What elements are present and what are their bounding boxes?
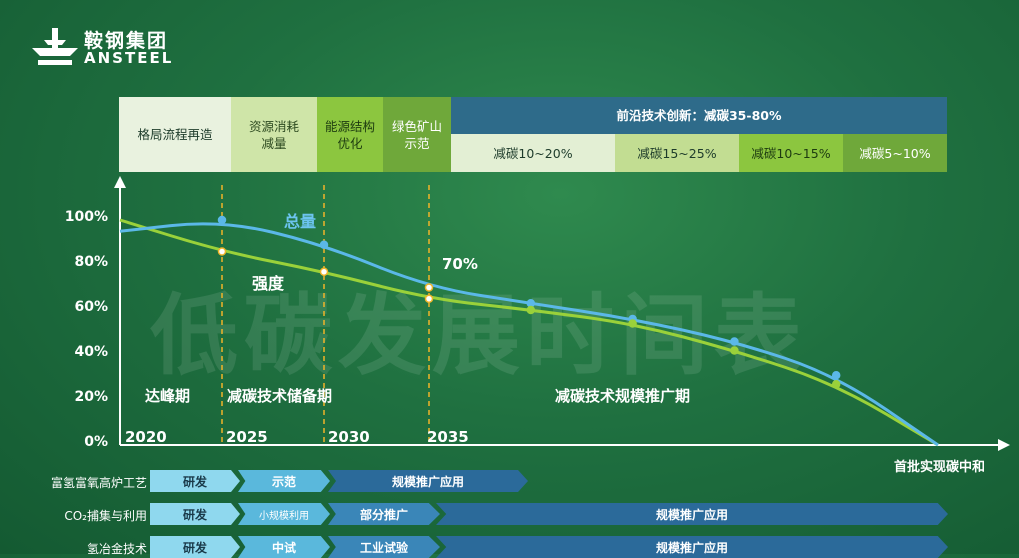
series-label-intensity: 强度: [252, 274, 285, 293]
frontier-title: 前沿技术创新：减碳35-80%: [451, 97, 947, 134]
watermark-title: 低碳发展时间表: [150, 284, 809, 387]
total-point: [831, 371, 841, 380]
stage-arrow: 小规模利用: [238, 503, 330, 525]
y-tick-label: 60%: [74, 299, 108, 315]
row-label-ccus: CO₂捕集与利用: [64, 509, 147, 523]
x-tick-label: 2030: [328, 428, 370, 446]
stage-label: 研发: [182, 540, 207, 555]
x-tick-label: 2025: [226, 428, 268, 446]
stage-arrow: 规模推广应用: [436, 503, 948, 525]
intensity-point: [831, 380, 841, 389]
period-label-peak: 达峰期: [145, 387, 191, 405]
intensity-point: [424, 294, 434, 303]
intensity-point: [217, 247, 227, 256]
y-tick-label: 20%: [74, 389, 108, 405]
frontier-cell-text: 减碳10~15%: [751, 145, 831, 161]
x-axis-arrow: [998, 439, 1010, 451]
stage-arrow: 研发: [150, 470, 240, 492]
stage-label: 示范: [271, 474, 296, 489]
total-point: [217, 215, 227, 225]
logo-english-name: ANSTEEL: [84, 49, 174, 67]
stage-arrow: 规模推广应用: [328, 470, 528, 492]
logo-chinese-name: 鞍钢集团: [84, 30, 169, 52]
x-tick-label: 2020: [125, 428, 167, 446]
phase-cell-3: 能源结构 优化: [317, 97, 383, 172]
frontier-cell-1: 减碳10~20%: [451, 134, 615, 172]
ansteel-logo-icon: [32, 28, 78, 65]
total-line: [119, 222, 939, 447]
frontier-title-text: 前沿技术创新：减碳35-80%: [616, 108, 782, 123]
phase-label: 能源结构 优化: [324, 118, 375, 151]
phase-cell-2: 资源消耗 减量: [231, 97, 317, 172]
frontier-cell-text: 减碳15~25%: [637, 145, 717, 161]
stage-arrow: 工业试验: [328, 536, 440, 558]
intensity-point: [526, 305, 536, 315]
frontier-cell-3: 减碳10~15%: [739, 134, 843, 172]
y-tick-label: 100%: [64, 209, 108, 225]
y-axis-arrow: [114, 176, 126, 188]
phase-cell-1: 格局流程再造: [119, 97, 231, 172]
stage-label: 研发: [182, 507, 207, 522]
stage-arrow: 部分推广: [328, 503, 440, 525]
stage-label: 研发: [182, 474, 207, 489]
row-label-hydrogen: 氢冶金技术: [86, 542, 147, 556]
annotation-70: 70%: [442, 255, 478, 273]
frontier-cell-text: 减碳10~20%: [493, 145, 573, 161]
carbon-neutral-label: 首批实现碳中和: [894, 460, 986, 475]
series-label-total: 总量: [284, 212, 317, 231]
phase-cell-4: 绿色矿山 示范: [383, 97, 451, 172]
phase-label: 绿色矿山 示范: [391, 118, 442, 151]
stage-arrow: 中试: [238, 536, 330, 558]
row-label-blast-furnace: 富氢富氧高炉工艺: [50, 476, 147, 490]
intensity-point: [319, 267, 329, 276]
stage-label: 规模推广应用: [391, 474, 464, 489]
total-point: [319, 240, 329, 249]
stage-arrow: 规模推广应用: [436, 536, 948, 558]
total-point: [730, 337, 739, 346]
stage-arrow: 研发: [150, 536, 240, 558]
period-label-reserve: 减碳技术储备期: [227, 387, 333, 405]
x-tick-label: 2035: [427, 428, 469, 446]
total-point: [526, 299, 536, 308]
y-tick-label: 0%: [84, 434, 108, 450]
stage-label: 规模推广应用: [655, 540, 728, 555]
total-point: [424, 283, 434, 292]
frontier-cell-text: 减碳5~10%: [859, 145, 931, 161]
stage-arrow: 研发: [150, 503, 240, 525]
y-tick-label: 80%: [74, 254, 108, 270]
stage-label: 部分推广: [359, 507, 408, 522]
y-tick-label: 40%: [74, 344, 108, 360]
intensity-point: [730, 346, 739, 355]
phase-label: 资源消耗 减量: [248, 118, 299, 151]
stage-label: 中试: [271, 540, 296, 555]
frontier-cell-4: 减碳5~10%: [843, 134, 947, 172]
stage-label: 小规模利用: [259, 510, 309, 522]
intensity-point: [628, 319, 637, 328]
stage-arrow: 示范: [238, 470, 330, 492]
frontier-cell-2: 减碳15~25%: [615, 134, 739, 172]
period-label-scale: 减碳技术规模推广期: [555, 387, 691, 405]
intensity-line: [119, 218, 939, 447]
phase-label: 格局流程再造: [137, 127, 213, 142]
stage-label: 规模推广应用: [655, 507, 728, 522]
stage-label: 工业试验: [359, 540, 408, 555]
